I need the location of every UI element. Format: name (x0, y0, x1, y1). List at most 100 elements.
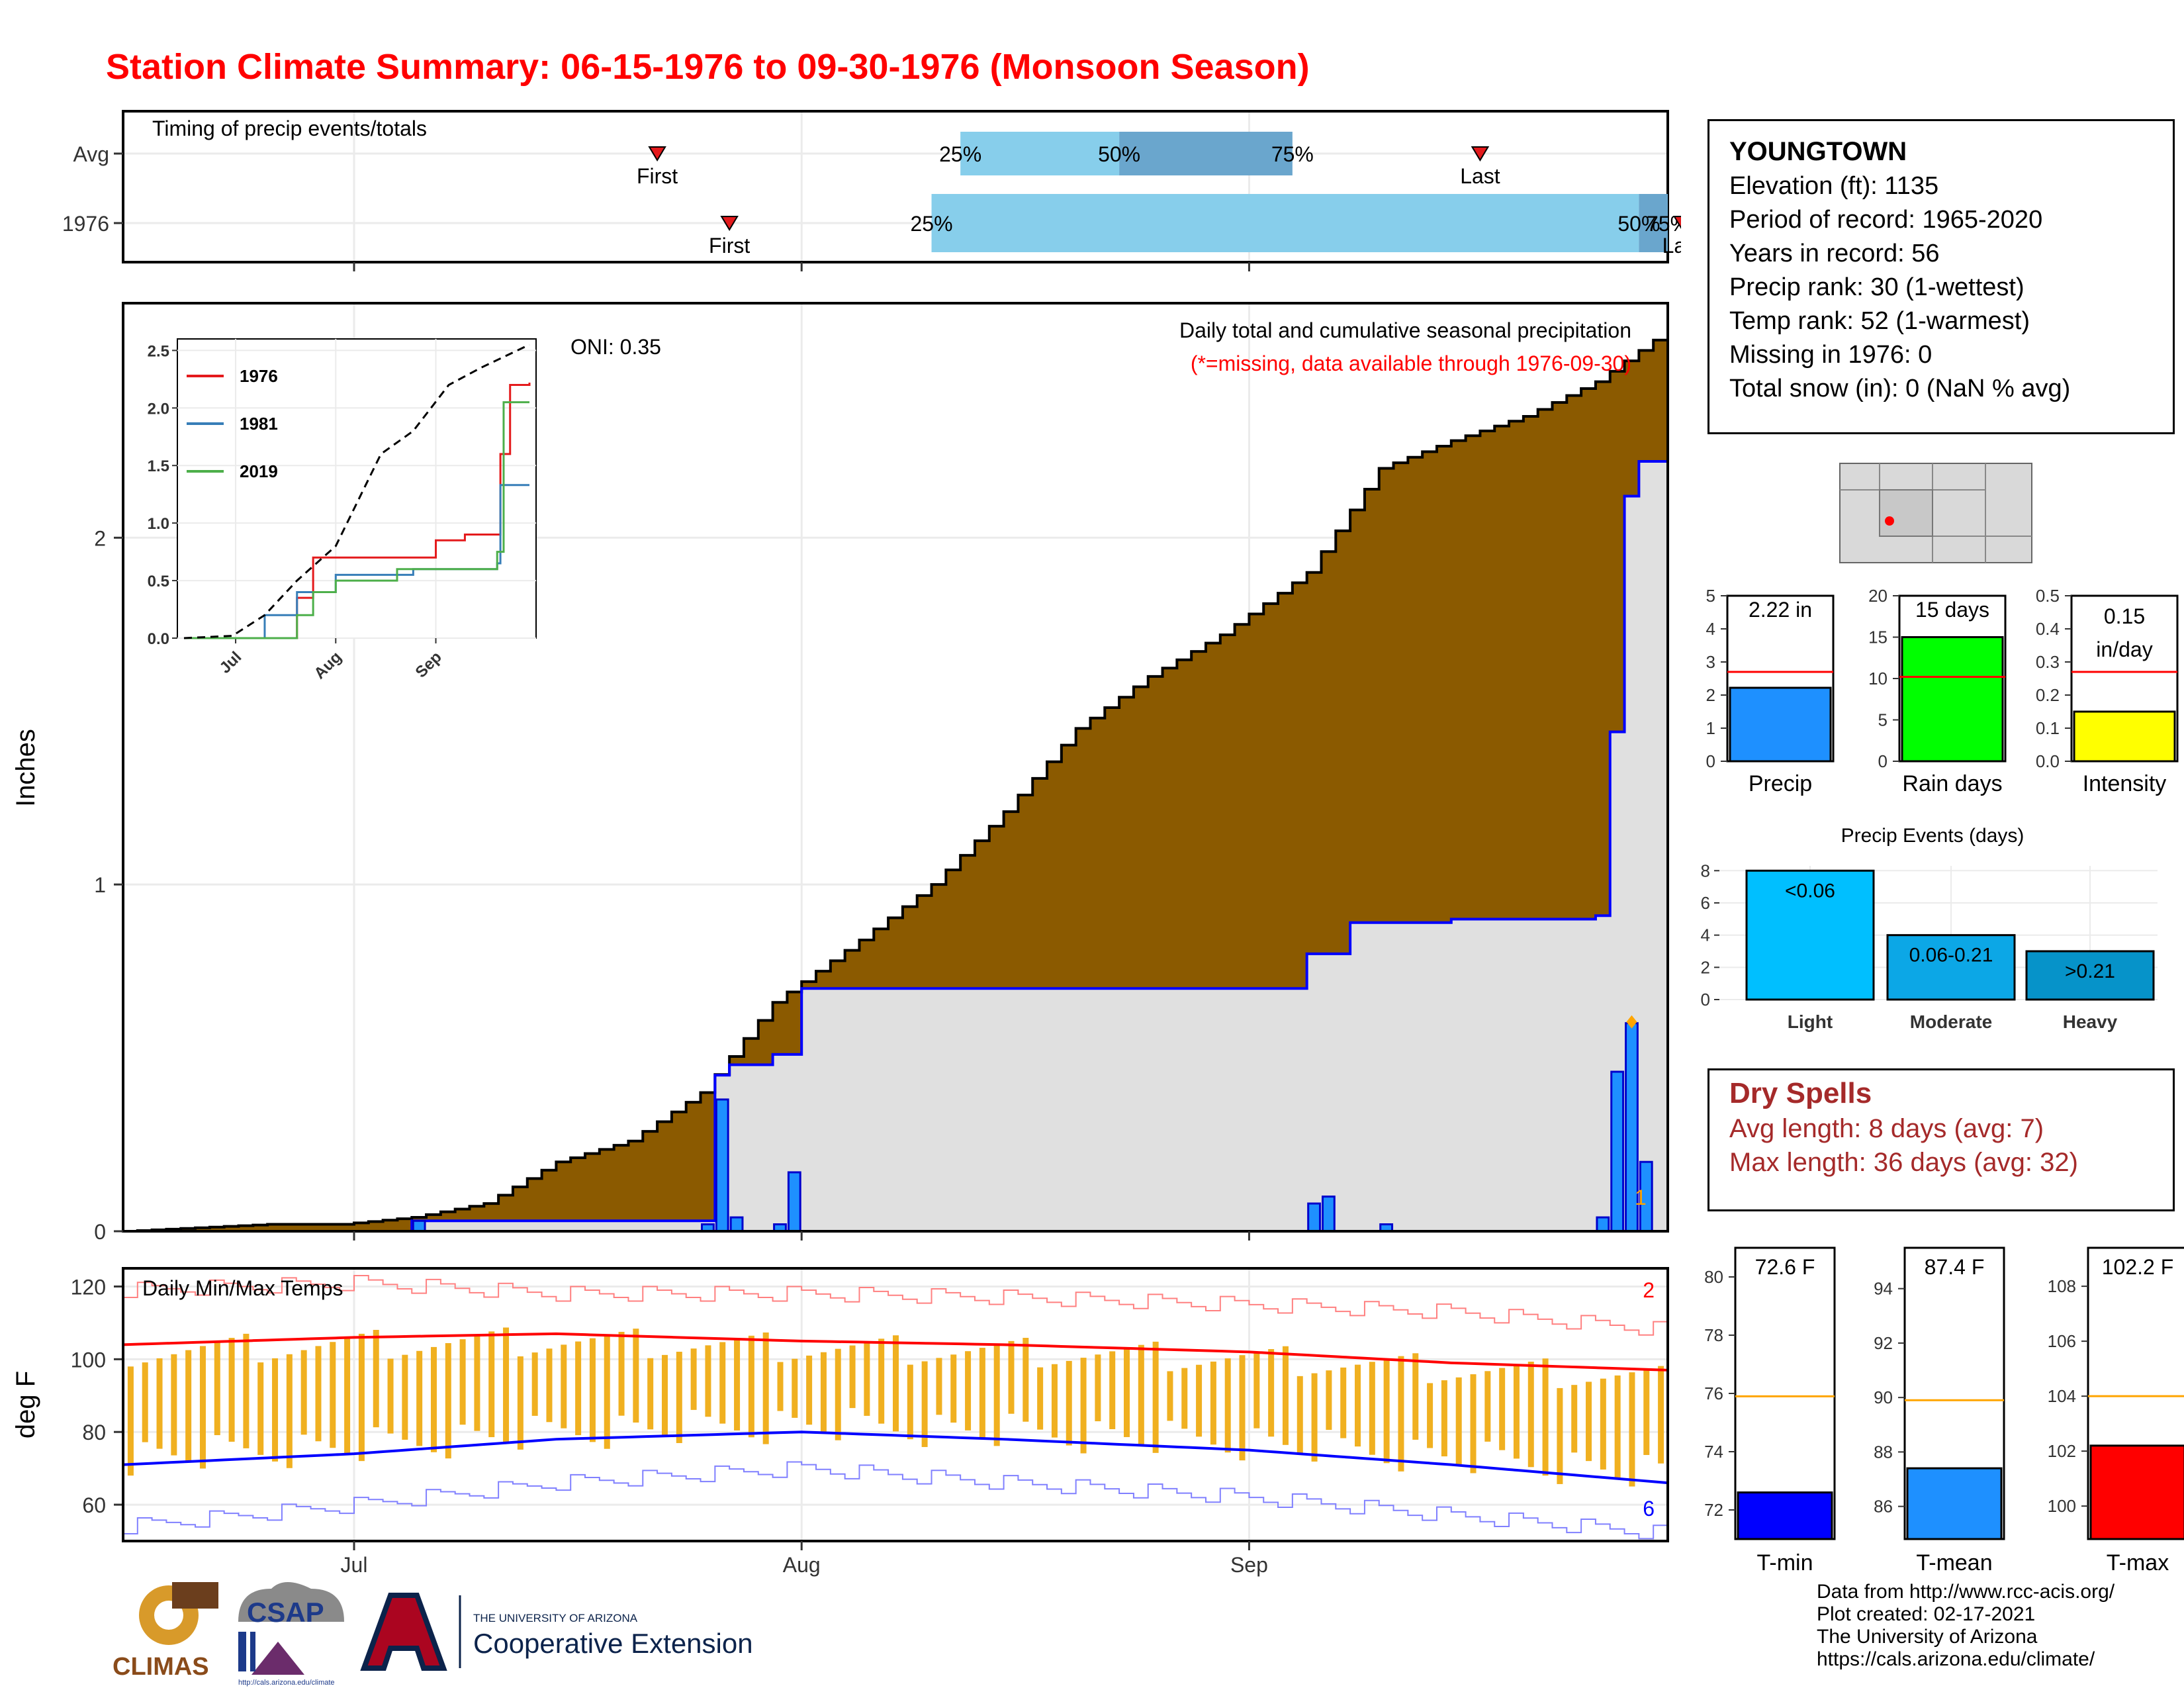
daily-precip-bar (1321, 1196, 1336, 1233)
record-temp-line (123, 1461, 1668, 1540)
daily-temp-bar (517, 1356, 523, 1450)
credit-line: https://cals.arizona.edu/climate/ (1817, 1648, 2095, 1670)
mini-bar-value (1901, 636, 2004, 763)
mini-bar-value (1729, 686, 1832, 763)
daily-temp-bar (373, 1329, 379, 1428)
last-marker (1673, 216, 1681, 229)
daily-temp-bar (214, 1342, 220, 1436)
daily-precip-bar (1596, 1216, 1610, 1233)
daily-temp-bar (1427, 1383, 1433, 1448)
daily-temp-bar (1066, 1360, 1072, 1446)
daily-temp-bar (546, 1348, 553, 1423)
daily-temp-bar (430, 1346, 437, 1452)
temp-bar-tick: 92 (1874, 1333, 1893, 1353)
daily-temp-bar (171, 1354, 177, 1456)
last-label: Last (1460, 164, 1500, 188)
events-title: Precip Events (days) (1841, 825, 2025, 847)
daily-temp-bar (1138, 1344, 1144, 1445)
daily-temp-bar (1152, 1341, 1159, 1453)
inset-y-tick: 1.0 (148, 515, 169, 533)
events-chart: Precip Events (days) 0 2 4 6 8 <0.06 Light 0.06-… (1701, 825, 2158, 1032)
timing-pct-label: 50% (1617, 212, 1660, 236)
daily-temp-bar (1614, 1375, 1621, 1478)
daily-temp-bar (503, 1327, 510, 1444)
daily-precip-bar (787, 1171, 801, 1233)
daily-temp-bar (459, 1339, 466, 1425)
daily-temp-bar (1196, 1364, 1203, 1437)
temp-bar-tick: 104 (2048, 1386, 2076, 1406)
mini-bar-tick: 0.1 (2036, 718, 2060, 738)
daily-temp-bar (1600, 1378, 1606, 1470)
daily-temp-bar (575, 1341, 582, 1436)
mini-bar-label: Rain days (1902, 771, 2002, 796)
y-axis-label: Inches (11, 729, 40, 807)
daily-temp-bar (243, 1333, 250, 1448)
legend-label: 1981 (240, 414, 278, 434)
credits: Data from http://www.rcc-acis.org/ Plot … (1817, 1581, 2115, 1671)
daily-temp-bar (488, 1331, 495, 1438)
timing-pct-label: 50% (1098, 142, 1140, 166)
mini-bar-value-label: 2.22 in (1749, 598, 1812, 622)
ua-logo: THE UNIVERSITY OF ARIZONA Cooperative Ex… (360, 1593, 753, 1671)
last-label: Last (1662, 234, 1681, 258)
event-bar (1886, 934, 2016, 1001)
temps-label: Daily Min/Max Temps (142, 1276, 343, 1300)
legend-label: 2019 (240, 461, 278, 481)
daily-temp-bar (1181, 1368, 1188, 1429)
inset-series-line (184, 401, 529, 639)
daily-temp-bar (921, 1361, 928, 1447)
mini-bar-value-label: 15 days (1915, 598, 1989, 622)
station-line: Precip rank: 30 (1-wettest) (1729, 273, 2025, 301)
timing-label: Timing of precip events/totals (152, 117, 427, 140)
daily-temp-bar (1340, 1367, 1347, 1438)
daily-temp-bar (1470, 1374, 1477, 1474)
daily-temp-bar (864, 1342, 870, 1416)
station-line: Years in record: 56 (1729, 240, 1940, 267)
temp-bar-value (2089, 1444, 2184, 1540)
climas-logo: CLIMAS (113, 1582, 218, 1681)
mini-bar-tick: 0 (1706, 751, 1715, 771)
dry-spells-title: Dry Spells (1729, 1077, 1872, 1109)
daily-temp-bar (1109, 1351, 1116, 1429)
daily-temp-bar (907, 1364, 913, 1440)
event-category: Light (1788, 1011, 1833, 1032)
daily-temp-bar (1124, 1348, 1130, 1437)
temps-frame (122, 1267, 1669, 1542)
avg-temp-line (122, 1430, 1668, 1485)
station-name: YOUNGTOWN (1729, 137, 1907, 166)
daily-temp-bar (604, 1335, 610, 1449)
station-line: Missing in 1976: 0 (1729, 341, 1933, 369)
daily-temp-bar (1557, 1387, 1563, 1484)
dry-spells-avg: Avg length: 8 days (avg: 7) (1729, 1114, 2044, 1143)
daily-precip-bar (1307, 1202, 1321, 1233)
mini-bar-tick: 0.5 (2036, 586, 2060, 606)
station-line: Total snow (in): 0 (NaN % avg) (1729, 375, 2071, 402)
daily-temp-bar (835, 1348, 841, 1440)
chart-note: Daily total and cumulative seasonal prec… (1179, 318, 1631, 342)
daily-temp-bar (1355, 1364, 1361, 1447)
station-line: Elevation (ft): 1135 (1729, 172, 1939, 200)
daily-temp-bar (748, 1335, 754, 1438)
daily-temp-bar (1513, 1364, 1520, 1459)
event-bar-label: <0.06 (1785, 880, 1835, 902)
credit-line: Plot created: 02-17-2021 (1817, 1603, 2036, 1625)
daily-temp-bar (633, 1329, 639, 1423)
daily-temp-bar (1527, 1361, 1534, 1468)
y-tick-label: 60 (82, 1493, 106, 1517)
mini-bar-charts: 0 1 2 3 4 5 2.22 in Precip 0 5 10 15 20 15 days Rain d… (1706, 586, 2179, 796)
csap-logo: CSAP http://cals.arizona.edu/climate (238, 1582, 344, 1687)
temp-bar-tick: 72 (1704, 1500, 1723, 1520)
corner-count: 1 (1635, 1186, 1647, 1209)
temp-bar-tick: 78 (1704, 1325, 1723, 1345)
y-tick-label: 1 (94, 873, 106, 897)
temp-bar-tick: 102 (2048, 1441, 2076, 1461)
record-temp-line (123, 1274, 1668, 1336)
daily-temp-bar (272, 1358, 279, 1462)
events-tick: 0 (1701, 990, 1710, 1009)
timing-bar-q25-q50 (960, 132, 1120, 175)
temp-bar-value (1737, 1491, 1833, 1540)
mini-bar-tick: 20 (1868, 586, 1888, 606)
temps-chart: 60 80 100 120 Daily Min/Max Temps 2 6 deg F Jul A… (11, 1267, 1669, 1577)
mini-bar-tick: 0.2 (2036, 685, 2060, 705)
daily-temp-bar (185, 1350, 192, 1462)
